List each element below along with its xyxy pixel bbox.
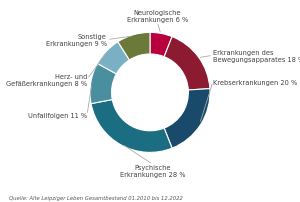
Wedge shape xyxy=(164,37,210,90)
Text: Krebserkrankungen 20 %: Krebserkrankungen 20 % xyxy=(213,79,297,85)
Text: Psychische
Erkrankungen 28 %: Psychische Erkrankungen 28 % xyxy=(120,165,186,178)
Text: Sonstige
Erkrankungen 9 %: Sonstige Erkrankungen 9 % xyxy=(46,34,107,47)
Wedge shape xyxy=(90,64,116,104)
Text: Neurologische
Erkrankungen 6 %: Neurologische Erkrankungen 6 % xyxy=(127,9,188,22)
Text: Unfallfolgen 11 %: Unfallfolgen 11 % xyxy=(28,113,87,119)
Text: Erkrankungen des
Bewegungsapparates 18 %: Erkrankungen des Bewegungsapparates 18 % xyxy=(213,49,300,62)
Wedge shape xyxy=(98,42,129,75)
Text: Herz- und
Gefäßerkrankungen 8 %: Herz- und Gefäßerkrankungen 8 % xyxy=(6,73,87,86)
Wedge shape xyxy=(91,100,172,153)
Wedge shape xyxy=(164,89,210,148)
Text: Quelle: Alte Leipziger Leben Gesamtbestand 01.2010 bis 12.2022: Quelle: Alte Leipziger Leben Gesamtbesta… xyxy=(9,195,183,200)
Wedge shape xyxy=(150,33,172,57)
Wedge shape xyxy=(118,33,150,61)
